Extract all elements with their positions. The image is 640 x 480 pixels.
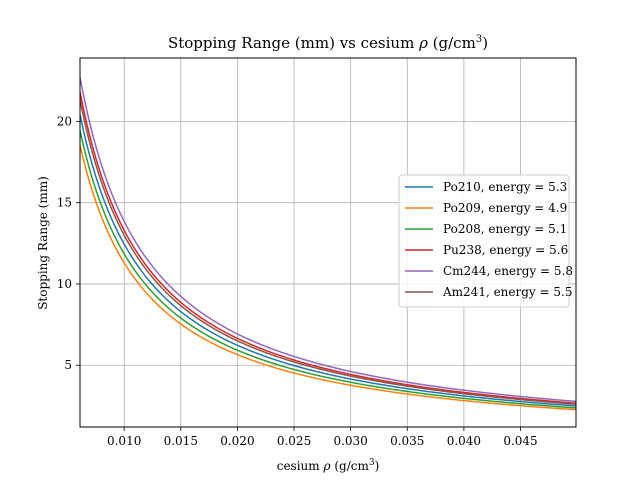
series-lines bbox=[80, 77, 576, 411]
x-tick-label: 0.040 bbox=[447, 434, 481, 448]
x-tick-label: 0.010 bbox=[107, 434, 141, 448]
y-axis: 5 10 15 20 bbox=[57, 114, 80, 372]
series-line bbox=[80, 99, 576, 405]
series-line bbox=[80, 114, 576, 407]
x-axis-label: cesium ρ (g/cm3) bbox=[277, 458, 380, 473]
legend-entry: Po210, energy = 5.3 bbox=[443, 180, 567, 194]
y-tick-label: 20 bbox=[57, 114, 72, 128]
legend: Po210, energy = 5.3 Po209, energy = 4.9 Po… bbox=[398, 174, 573, 308]
series-line bbox=[80, 91, 576, 404]
y-tick-label: 5 bbox=[64, 358, 72, 372]
y-tick-label: 15 bbox=[57, 196, 72, 210]
chart-title: Stopping Range (mm) vs cesium ρ (g/cm3) bbox=[168, 34, 488, 52]
x-tick-label: 0.035 bbox=[390, 434, 424, 448]
legend-entry: Am241, energy = 5.5 bbox=[442, 285, 572, 299]
series-line bbox=[80, 130, 576, 409]
legend-entry: Po208, energy = 5.1 bbox=[443, 222, 567, 236]
y-tick-label: 10 bbox=[57, 277, 72, 291]
legend-entry: Po209, energy = 4.9 bbox=[443, 201, 567, 215]
x-tick-label: 0.045 bbox=[503, 434, 537, 448]
series-line bbox=[80, 77, 576, 403]
y-axis-label: Stopping Range (mm) bbox=[36, 176, 50, 310]
legend-box bbox=[398, 174, 570, 308]
x-tick-label: 0.015 bbox=[164, 434, 198, 448]
legend-entry: Pu238, energy = 5.6 bbox=[443, 243, 568, 257]
x-tick-label: 0.020 bbox=[220, 434, 254, 448]
series-line bbox=[80, 145, 576, 411]
x-tick-label: 0.030 bbox=[333, 434, 367, 448]
legend-entry: Cm244, energy = 5.8 bbox=[443, 264, 573, 278]
plot-frame bbox=[79, 57, 577, 428]
x-tick-label: 0.025 bbox=[277, 434, 311, 448]
x-axis: 0.010 0.015 0.020 0.025 0.030 0.035 0.040 0.045 bbox=[107, 427, 538, 448]
